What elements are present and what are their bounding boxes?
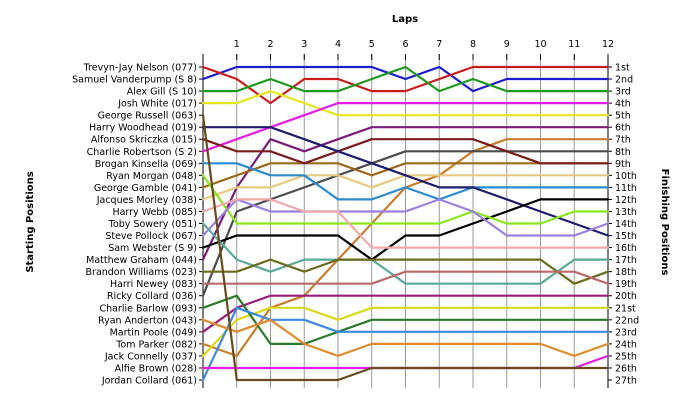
- driver-position-line: [201, 126, 610, 261]
- starting-position-label: Alfie Brown (028): [115, 363, 197, 374]
- driver-position-line: [201, 270, 610, 285]
- finishing-position-label: 6th: [615, 123, 631, 134]
- finishing-position-label: 12th: [615, 195, 637, 206]
- finishing-position-label: 18th: [615, 267, 637, 278]
- x-tick-label: 9: [504, 39, 510, 50]
- y-axis-title-right: Finishing Positions: [659, 169, 670, 276]
- starting-position-label: Jack Connelly (037): [104, 351, 197, 362]
- starting-position-label: Toby Sowery (051): [108, 219, 197, 230]
- starting-position-label: Samuel Vanderpump (S 8): [72, 75, 197, 86]
- x-tick-label: 4: [335, 39, 341, 50]
- x-axis-title: Laps: [392, 14, 418, 25]
- finishing-position-label: 3rd: [615, 87, 631, 98]
- finishing-position-label: 27th: [615, 376, 637, 387]
- starting-position-label: Tom Parker (082): [115, 339, 197, 350]
- series-layer: [201, 65, 610, 382]
- driver-position-line: [201, 138, 610, 165]
- starting-position-label: Jordan Collard (061): [101, 376, 197, 387]
- finishing-position-label: 16th: [615, 243, 637, 254]
- finishing-position-label: 14th: [615, 219, 637, 230]
- starting-position-label: Martin Poole (049): [110, 327, 197, 338]
- finishing-position-label: 21st: [615, 303, 636, 314]
- finishing-position-label: 7th: [615, 135, 631, 146]
- finishing-position-label: 13th: [615, 207, 637, 218]
- finishing-position-label: 24th: [615, 339, 637, 350]
- driver-position-line: [201, 198, 610, 249]
- starting-position-label: George Gamble (041): [94, 183, 197, 194]
- starting-position-label: Josh White (017): [117, 99, 197, 110]
- starting-position-label: Steve Pollock (067): [105, 231, 197, 242]
- x-tick-label: 5: [369, 39, 375, 50]
- starting-position-label: Trevyn-Jay Nelson (077): [83, 63, 197, 74]
- x-tick-label: 10: [534, 39, 546, 50]
- starting-position-label: George Russell (063): [98, 111, 197, 122]
- y-axis-title-left: Starting Positions: [25, 171, 36, 272]
- x-tick-label: 2: [267, 39, 273, 50]
- starting-position-label: Matthew Graham (044): [86, 255, 197, 266]
- starting-position-label: Charlie Barlow (093): [99, 303, 197, 314]
- finishing-position-label: 19th: [615, 279, 637, 290]
- finishing-position-label: 1st: [615, 63, 630, 74]
- x-tick-label: 11: [568, 39, 580, 50]
- finishing-position-label: 4th: [615, 99, 631, 110]
- driver-position-line: [201, 174, 610, 225]
- driver-position-line: [201, 198, 610, 261]
- starting-position-label: Sam Webster (S 9): [108, 243, 197, 254]
- starting-position-label: Alfonso Skriczka (015): [91, 135, 197, 146]
- starting-position-label: Alex Gill (S 10): [127, 87, 197, 98]
- driver-position-line: [201, 294, 610, 333]
- finishing-position-label: 5th: [615, 111, 631, 122]
- x-tick-label: 7: [436, 39, 442, 50]
- finishing-position-label: 20th: [615, 291, 637, 302]
- finishing-position-label: 25th: [615, 351, 637, 362]
- driver-position-line: [201, 162, 610, 201]
- starting-position-label: Harri Newey (083): [110, 279, 197, 290]
- starting-position-label: Ryan Anderton (043): [98, 315, 197, 326]
- x-tick-label: 3: [301, 39, 307, 50]
- x-tick-label: 8: [470, 39, 476, 50]
- driver-position-line: [201, 114, 610, 382]
- finishing-position-label: 26th: [615, 363, 637, 374]
- driver-position-line: [201, 65, 610, 93]
- x-tick-label: 6: [402, 39, 408, 50]
- starting-position-label: Ricky Collard (036): [107, 291, 197, 302]
- x-tick-label: 1: [234, 39, 240, 50]
- x-tick-label: 12: [602, 39, 614, 50]
- driver-position-line: [201, 65, 610, 93]
- starting-position-label: Brogan Kinsella (069): [95, 159, 197, 170]
- driver-position-line: [201, 222, 610, 285]
- driver-position-line: [201, 306, 610, 357]
- driver-position-line: [201, 89, 610, 117]
- finishing-position-label: 11th: [615, 183, 637, 194]
- driver-position-line: [201, 126, 610, 237]
- finishing-position-label: 17th: [615, 255, 637, 266]
- driver-position-line: [201, 258, 610, 285]
- starting-position-label: Charlie Robertson (S 2): [87, 147, 197, 158]
- driver-position-line: [201, 294, 610, 345]
- finishing-position-label: 2nd: [615, 75, 633, 86]
- finishing-position-label: 15th: [615, 231, 637, 242]
- starting-position-label: Harry Woodhead (019): [89, 123, 197, 134]
- finishing-position-label: 22nd: [615, 315, 639, 326]
- finishing-position-label: 10th: [615, 171, 637, 182]
- starting-position-label: Harry Webb (085): [112, 207, 197, 218]
- starting-position-label: Brandon Williams (023): [86, 267, 197, 278]
- finishing-position-label: 8th: [615, 147, 631, 158]
- finishing-position-label: 9th: [615, 159, 631, 170]
- starting-position-label: Jacques Morley (038): [96, 195, 197, 206]
- driver-position-line: [201, 65, 610, 105]
- finishing-position-label: 23rd: [615, 327, 637, 338]
- driver-position-line: [201, 198, 610, 237]
- driver-position-line: [201, 318, 610, 357]
- starting-position-label: Ryan Morgan (048): [106, 171, 197, 182]
